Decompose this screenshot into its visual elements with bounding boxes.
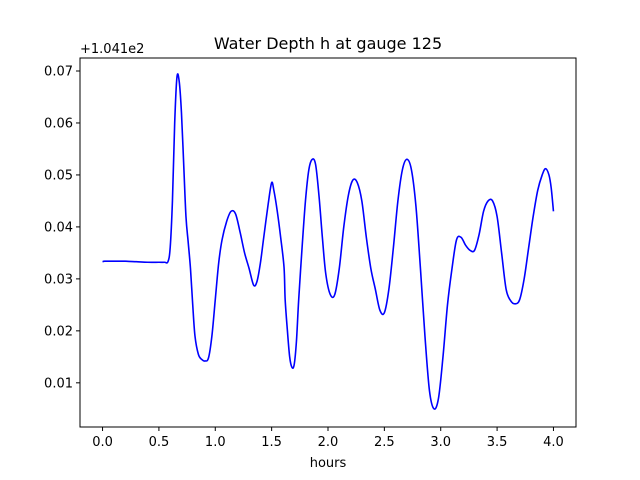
y-tick-label: 0.07 [44, 64, 73, 79]
chart-title: Water Depth h at gauge 125 [214, 34, 442, 53]
x-tick-label: 1.5 [261, 435, 282, 450]
x-tick-label: 1.0 [205, 435, 226, 450]
x-tick-label: 2.5 [374, 435, 395, 450]
y-tick-label: 0.06 [44, 116, 73, 131]
x-axis-label: hours [310, 456, 347, 471]
series-layer [102, 73, 555, 410]
y-tick-label: 0.04 [44, 220, 73, 235]
x-tick-label: 0.5 [149, 435, 170, 450]
y-tick-label: 0.03 [44, 272, 73, 287]
x-tick-label: 3.0 [430, 435, 451, 450]
x-tick-label: 2.0 [318, 435, 339, 450]
series-line [102, 73, 555, 410]
plot-frame [79, 57, 577, 428]
x-tick-label: 0.0 [92, 435, 113, 450]
y-offset-label: +1.041e2 [80, 42, 144, 57]
x-tick-label: 4.0 [543, 435, 564, 450]
y-axis-ticks: 0.01 0.02 0.03 0.04 0.05 0.06 0.07 [44, 64, 80, 391]
x-axis-ticks: 0.0 0.5 1.0 1.5 2.0 2.5 3.0 3.5 4.0 [92, 427, 564, 450]
y-tick-label: 0.02 [44, 324, 73, 339]
y-tick-label: 0.05 [44, 168, 73, 183]
x-tick-label: 3.5 [487, 435, 508, 450]
y-tick-label: 0.01 [44, 376, 73, 391]
